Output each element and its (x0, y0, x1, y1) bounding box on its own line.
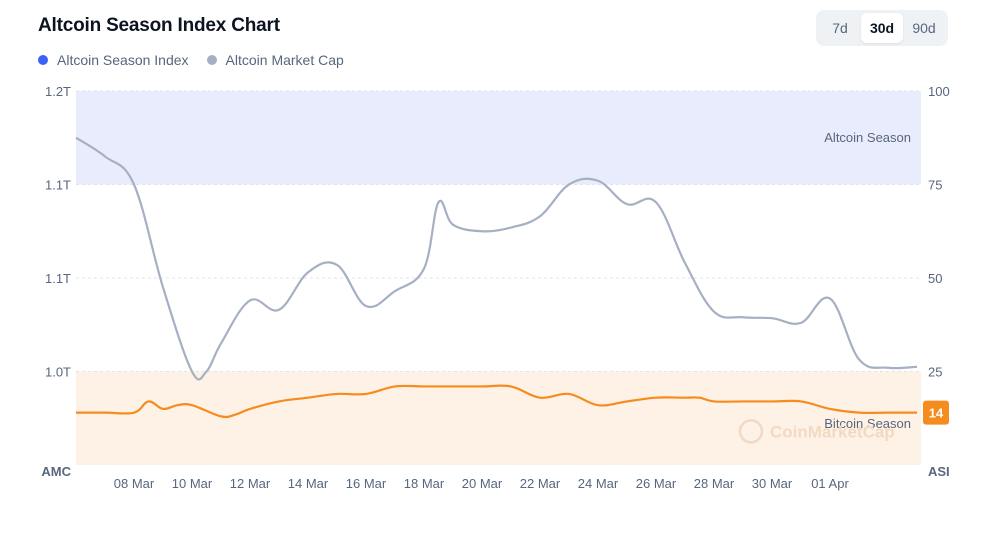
watermark-text: CoinMarketCap (770, 422, 895, 441)
time-range-tabs: 7d 30d 90d (816, 10, 948, 46)
x-axis-tick: 14 Mar (288, 476, 329, 491)
x-axis-tick: 24 Mar (578, 476, 619, 491)
legend-dot-index (38, 55, 48, 65)
x-axis-tick: 16 Mar (346, 476, 387, 491)
right-axis-tick: 25 (928, 365, 942, 380)
x-axis-tick: 28 Mar (694, 476, 735, 491)
coinmarketcap-logo-icon (738, 419, 764, 444)
x-axis-tick: 01 Apr (811, 476, 849, 491)
x-axis-tick: 30 Mar (752, 476, 793, 491)
altcoin-season-label: Altcoin Season (824, 130, 911, 145)
x-axis-tick: 22 Mar (520, 476, 561, 491)
altcoin-season-zone (76, 91, 921, 185)
current-value-badge (923, 400, 949, 425)
left-axis-name: AMC (41, 464, 71, 479)
right-axis-tick: 100 (928, 84, 950, 99)
right-axis-tick: 75 (928, 178, 942, 193)
x-axis-tick: 08 Mar (114, 476, 155, 491)
right-axis-tick: 50 (928, 271, 942, 286)
left-axis-tick: 1.2T (45, 84, 71, 99)
series-line-altcoin-market-cap (75, 136, 918, 381)
x-axis-tick: 20 Mar (462, 476, 503, 491)
tab-90d[interactable]: 90d (912, 20, 936, 36)
tab-7d[interactable]: 7d (832, 20, 848, 36)
legend-item-market-cap[interactable]: Altcoin Market Cap (206, 52, 344, 68)
x-axis-tick: 12 Mar (230, 476, 271, 491)
bitcoin-season-zone (76, 371, 921, 465)
page-title: Altcoin Season Index Chart (38, 15, 280, 36)
bitcoin-season-label: Bitcoin Season (824, 416, 911, 431)
tab-30d[interactable]: 30d (861, 13, 903, 43)
legend-label-index: Altcoin Season Index (57, 52, 189, 68)
left-axis-tick: 1.1T (45, 178, 71, 193)
current-value-label: 14 (929, 406, 944, 421)
x-axis-tick: 18 Mar (404, 476, 445, 491)
left-axis-tick: 1.0T (45, 365, 71, 380)
legend-item-index[interactable]: Altcoin Season Index (38, 52, 189, 68)
left-axis-tick: 1.1T (45, 271, 71, 286)
x-axis-tick: 10 Mar (172, 476, 213, 491)
x-axis-tick: 26 Mar (636, 476, 677, 491)
series-line-altcoin-season-index (76, 384, 917, 419)
chart-legend: Altcoin Season Index Altcoin Market Cap (38, 52, 344, 68)
right-axis-name: ASI (928, 464, 950, 479)
legend-label-market-cap: Altcoin Market Cap (225, 52, 344, 68)
legend-dot-market-cap (206, 55, 217, 65)
